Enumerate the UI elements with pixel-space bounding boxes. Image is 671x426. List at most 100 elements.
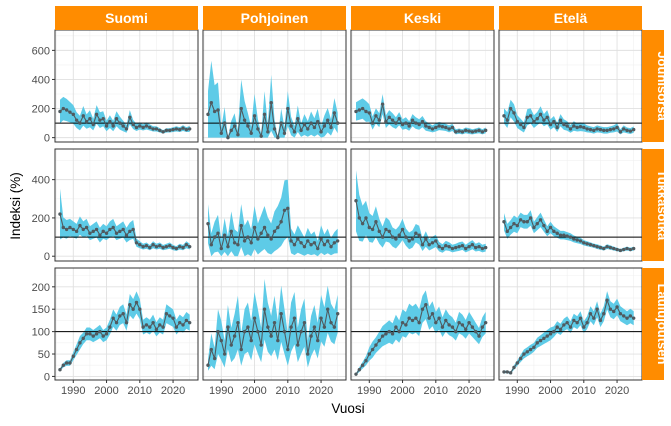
index-point (508, 225, 513, 230)
index-point (552, 329, 556, 334)
index-point (272, 127, 277, 131)
x-tick-label: 2020 (309, 385, 333, 397)
index-point (266, 233, 270, 237)
column-strip-label: Pohjoinen (241, 10, 309, 26)
row-strip-background (642, 149, 664, 261)
index-point (605, 244, 609, 249)
x-tick-label: 1990 (61, 385, 85, 397)
index-point (558, 118, 563, 122)
index-point (407, 239, 411, 243)
index-point (407, 316, 411, 320)
index-point (572, 237, 576, 241)
confidence-band (504, 210, 634, 252)
index-point (61, 106, 66, 111)
index-point (329, 244, 333, 249)
index-point (322, 243, 327, 247)
index-point (168, 128, 172, 133)
row-strip-background (642, 268, 664, 380)
confidence-band (504, 291, 634, 374)
index-series-line (59, 213, 190, 250)
index-point (522, 220, 526, 224)
index-point (407, 124, 411, 128)
index-point (168, 314, 172, 318)
confidence-band (208, 279, 338, 371)
x-tick-label: 2000 (242, 385, 266, 397)
index-point (454, 329, 458, 334)
index-point (134, 125, 139, 130)
index-point (128, 115, 132, 119)
index-point (246, 124, 250, 128)
index-point (467, 320, 471, 325)
index-point (508, 106, 513, 111)
index-point (480, 130, 485, 134)
index-point (262, 112, 267, 117)
index-point (387, 115, 391, 119)
x-tick-label: 2000 (390, 385, 414, 397)
index-point (306, 127, 310, 131)
index-point (187, 127, 192, 131)
column-strip-background (351, 6, 494, 30)
index-point (562, 323, 566, 327)
confidence-band (356, 290, 486, 376)
index-point (622, 127, 626, 131)
index-series-line (59, 301, 191, 371)
index-point (91, 229, 95, 234)
index-series-line (355, 200, 486, 250)
index-point (420, 119, 425, 124)
index-point (252, 114, 257, 118)
index-point (598, 318, 603, 323)
index-point (618, 311, 623, 316)
index-point (64, 361, 69, 365)
index-point (91, 334, 95, 338)
index-point (316, 338, 320, 343)
index-point (118, 121, 122, 125)
index-point (532, 225, 536, 230)
x-axis-title: Vuosi (331, 401, 364, 416)
index-point (615, 247, 619, 252)
index-point (138, 307, 142, 311)
index-point (562, 122, 566, 127)
index-point (78, 121, 82, 125)
index-point (380, 334, 385, 338)
index-point (111, 225, 115, 230)
index-point (434, 239, 438, 243)
index-point (216, 329, 220, 334)
index-point (424, 237, 428, 241)
index-point (528, 347, 533, 352)
index-point (474, 329, 478, 334)
index-point (282, 329, 287, 334)
index-point (397, 117, 401, 121)
index-point (279, 220, 283, 224)
y-tick-label: 200 (32, 213, 50, 225)
index-point (360, 363, 365, 367)
index-point (329, 125, 333, 130)
index-point (168, 243, 172, 248)
index-point (528, 216, 533, 220)
panel-2-0: 1990 2000 2010 2020 0 50 100 150 200 (32, 267, 199, 397)
row-strip-2: Laulujoutsen (642, 268, 670, 380)
index-point (236, 133, 240, 137)
column-strip-label: Etelä (554, 10, 588, 26)
panel-border (350, 148, 495, 262)
index-point (219, 338, 223, 343)
index-point (184, 243, 189, 247)
index-point (88, 332, 92, 336)
index-point (292, 316, 297, 320)
index-point (400, 320, 405, 325)
index-point (141, 125, 145, 130)
index-point (58, 212, 62, 216)
index-point (64, 227, 69, 232)
index-point (319, 316, 323, 320)
index-point (414, 316, 418, 320)
index-point (602, 128, 606, 133)
index-point (209, 347, 214, 352)
index-point (377, 338, 381, 343)
index-point (535, 221, 539, 226)
index-point (582, 325, 586, 329)
index-point (239, 347, 243, 352)
index-point (427, 125, 431, 130)
index-point (595, 244, 599, 249)
index-point (457, 244, 461, 249)
panel-data (499, 210, 642, 253)
index-point (414, 231, 418, 235)
